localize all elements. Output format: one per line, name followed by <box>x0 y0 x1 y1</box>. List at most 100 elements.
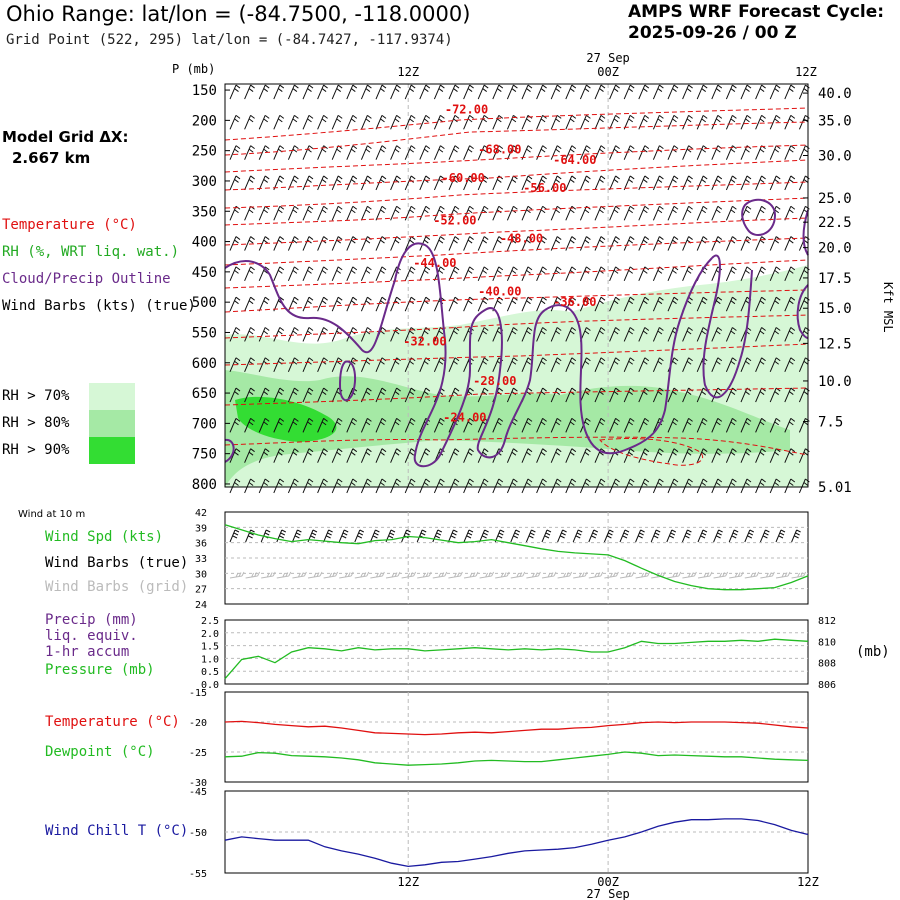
wind-barb <box>755 205 766 221</box>
wind-barb-true <box>541 529 552 543</box>
wind-barb <box>711 448 723 463</box>
legend-cloud-outline: Cloud/Precip Outline <box>2 271 171 287</box>
temperature-label: -56.00 <box>523 181 566 195</box>
wind-barb <box>521 175 533 191</box>
wind-barb <box>477 145 489 160</box>
wind-barb <box>229 266 241 282</box>
wind-barb <box>433 236 445 251</box>
wind-barb-grid <box>526 571 541 579</box>
wind-barb <box>711 327 723 342</box>
wind-barb <box>609 327 620 342</box>
wind-barb <box>346 145 358 160</box>
wind-barb <box>521 296 533 312</box>
forecast-cycle: AMPS WRF Forecast Cycle: 2025-09-26 / 00… <box>628 2 884 44</box>
wind-barb <box>331 236 343 251</box>
legend-wind-barbs-true: Wind Barbs (true) <box>45 555 189 571</box>
wind-barb <box>696 145 708 160</box>
wind-barb <box>317 84 328 100</box>
wind-barb <box>404 84 416 100</box>
wind-barb <box>244 417 255 433</box>
wind-barb <box>302 417 314 433</box>
temp-tick-label: -25 <box>189 748 207 759</box>
cloud-outline-path <box>802 209 809 256</box>
wind-chill-frame <box>224 790 809 874</box>
wind-barb <box>244 84 255 100</box>
wind-barb <box>448 327 460 342</box>
wind-barb <box>331 114 343 130</box>
wind-barb <box>331 478 343 494</box>
wind-barb <box>521 236 533 251</box>
wind-barb <box>536 175 547 191</box>
wind-barb <box>711 387 723 403</box>
wind-barb <box>711 357 723 372</box>
wind-barb-grid <box>588 571 604 579</box>
wind-barb <box>536 417 547 433</box>
wind-barb-true <box>354 529 365 543</box>
wind-barb <box>594 145 606 160</box>
wind-barb <box>536 327 547 342</box>
wind-barb <box>784 478 796 494</box>
wind-barb <box>229 327 241 342</box>
wind-barb <box>317 448 328 463</box>
temperature-contour <box>224 259 809 289</box>
legend-precip: Precip (mm) <box>45 612 138 628</box>
wind-barb <box>652 296 664 312</box>
legend-rh70-label: RH > 70% <box>2 388 70 404</box>
wind-barb <box>696 327 708 342</box>
wind-barb <box>755 296 766 312</box>
wind-barb <box>652 327 664 342</box>
wind-barb <box>638 145 650 160</box>
wind-barb-grid <box>323 571 339 579</box>
wind-barb <box>784 417 796 433</box>
wind-barb-true <box>588 529 599 543</box>
wind-barb <box>740 478 752 494</box>
wind-barb <box>477 236 489 251</box>
page-title: Ohio Range: lat/lon = (-84.7500, -118.00… <box>6 2 471 26</box>
wind-barb <box>390 114 401 130</box>
wind-barb <box>755 417 766 433</box>
wind-barb <box>696 417 708 433</box>
wind-barb <box>755 266 766 282</box>
wind-barb <box>360 84 372 100</box>
wind-barb <box>302 236 314 251</box>
wind-barb <box>390 327 401 342</box>
wind-barb <box>273 478 285 494</box>
model-grid-info: Model Grid ΔX: 2.667 km <box>2 127 129 169</box>
wind-barb <box>360 327 372 342</box>
wind-barb <box>667 478 679 494</box>
wind-barb <box>404 175 416 191</box>
wind-barb <box>477 266 489 282</box>
wind-barb <box>652 145 664 160</box>
wind-barb <box>419 296 431 312</box>
wind-barb <box>346 266 358 282</box>
wind-barb-true <box>650 529 661 543</box>
pressure-tick-label: 300 <box>192 174 217 190</box>
temperature-label: -52.00 <box>433 213 476 227</box>
wind-barb <box>623 478 635 494</box>
wind-barb <box>419 145 431 160</box>
wind-barb <box>536 478 547 494</box>
wind-barb-true <box>494 529 505 543</box>
wind-barb <box>565 145 577 160</box>
wind-tick-label: 30 <box>195 569 207 580</box>
wind-barb <box>390 357 401 372</box>
legend-rh70-swatch <box>89 383 135 410</box>
temperature-label: -60.00 <box>442 171 485 185</box>
wind-barb <box>317 205 328 221</box>
wind-barb <box>492 236 504 251</box>
wind-barb <box>390 175 401 191</box>
precip-tick-label: 0.5 <box>201 667 219 678</box>
wind-barb <box>273 84 285 100</box>
temperature-contour <box>224 237 809 266</box>
wind-barb <box>463 448 474 463</box>
wind-barb-grid <box>339 571 354 579</box>
wind-barb <box>725 357 737 372</box>
cloud-outline-path <box>702 254 753 399</box>
wind-barb <box>536 448 547 463</box>
wind-barb <box>287 296 299 312</box>
wind-barb <box>550 236 562 251</box>
temperature-label: -36.00 <box>553 295 596 309</box>
wind-barb <box>638 417 650 433</box>
temperature-line <box>224 720 809 736</box>
